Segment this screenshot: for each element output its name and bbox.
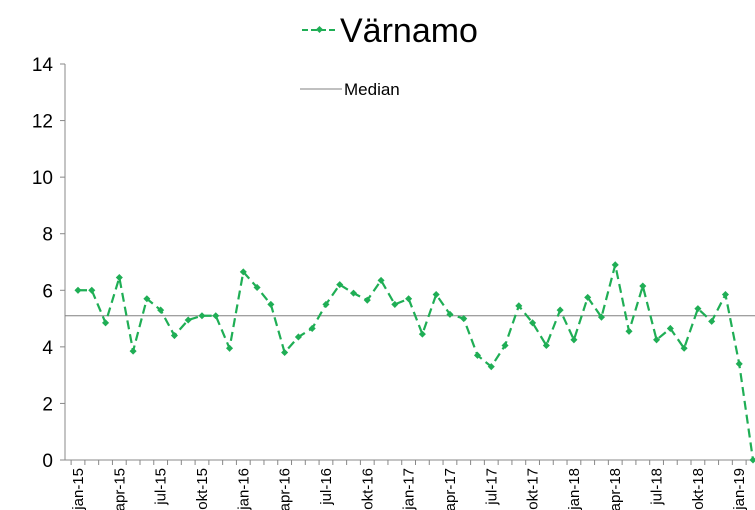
x-tick-label: apr-18 [607,468,624,510]
y-tick-label: 10 [32,168,53,189]
point-marker [377,276,385,284]
median-legend-label: Median [344,80,400,99]
y-tick-label: 12 [32,112,53,133]
point-marker [405,295,413,303]
point-marker [225,344,234,352]
point-marker [611,261,619,269]
point-marker [336,281,344,289]
x-tick-label: jan-19 [731,468,748,510]
x-tick-label: jul-16 [318,468,335,506]
point-marker [460,315,468,323]
x-tick-label: jul-18 [649,468,666,506]
title-legend-marker [315,25,324,34]
point-marker [294,333,302,341]
point-marker [102,319,110,327]
point-marker [639,282,647,290]
point-marker [267,300,275,308]
x-tick-label: apr-15 [111,468,128,510]
point-marker [418,330,426,338]
point-marker [542,341,550,349]
point-marker [184,316,192,324]
y-tick-label: 6 [42,281,53,302]
x-tick-label: okt-15 [194,468,211,510]
point-marker [446,310,454,318]
x-tick-label: jul-15 [153,468,170,506]
x-tick-label: okt-18 [690,468,707,510]
point-marker [349,289,358,297]
y-tick-label: 0 [42,451,53,472]
point-marker [584,293,592,301]
y-tick-label: 8 [42,225,53,246]
y-tick-label: 4 [42,338,53,359]
point-marker [432,290,440,299]
point-marker [239,268,247,276]
x-tick-label: apr-17 [442,468,459,510]
point-marker [721,290,729,299]
point-marker [708,317,716,325]
y-tick-label: 14 [32,55,54,76]
point-marker [115,274,123,282]
point-marker [570,336,578,344]
point-marker [212,312,220,320]
point-marker [473,351,482,359]
point-marker [680,344,688,352]
y-tick-label: 2 [42,394,53,415]
chart-title: Värnamo [340,12,478,50]
point-marker [653,336,661,344]
point-marker [501,341,509,349]
point-marker [88,286,96,294]
point-marker [322,300,330,308]
point-marker [735,360,743,368]
point-marker [556,306,564,314]
point-marker [74,286,82,294]
point-marker [143,295,151,303]
x-tick-label: jan-17 [401,468,418,510]
x-tick-label: apr-16 [277,468,294,510]
point-marker [597,313,606,321]
point-marker [198,312,206,320]
point-marker [253,283,261,291]
point-marker [487,363,495,371]
x-tick-label: jan-16 [235,468,252,510]
point-marker [308,324,316,333]
series-line [78,264,755,461]
point-marker [157,306,165,314]
point-marker [749,456,755,464]
point-marker [129,347,137,355]
point-marker [694,305,702,313]
point-marker [391,300,399,308]
x-tick-label: okt-16 [359,468,376,510]
x-tick-label: jan-15 [70,468,87,510]
point-marker [281,348,289,357]
point-marker [170,332,178,340]
x-tick-label: jan-18 [566,468,583,510]
x-tick-label: jul-17 [483,468,500,506]
point-marker [515,302,523,310]
point-marker [666,324,674,333]
x-tick-label: okt-17 [525,468,542,510]
point-marker [625,327,633,335]
point-marker [529,319,537,327]
point-marker [363,296,371,304]
